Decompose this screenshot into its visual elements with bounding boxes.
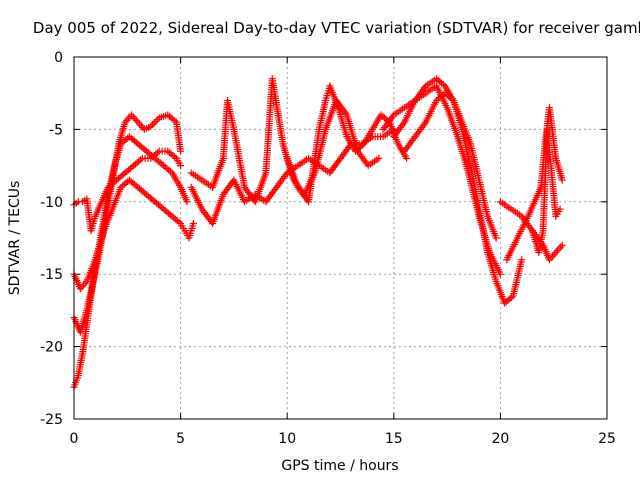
data-point — [492, 234, 500, 242]
x-tick-label: 5 — [176, 431, 185, 447]
y-tick-label: -10 — [40, 195, 63, 211]
data-point — [518, 256, 526, 264]
series-track-i — [379, 82, 504, 278]
chart-title: Day 005 of 2022, Sidereal Day-to-day VTE… — [33, 19, 640, 37]
data-point — [496, 270, 504, 278]
x-tick-label: 0 — [70, 431, 79, 447]
data-point — [166, 167, 174, 175]
data-point — [507, 293, 515, 301]
data-point — [175, 218, 183, 226]
data-point — [439, 81, 447, 89]
data-point — [558, 241, 566, 249]
data-point — [171, 117, 179, 125]
data-point — [171, 153, 179, 161]
plot-frame — [73, 56, 608, 420]
data-point — [448, 95, 456, 103]
data-point — [375, 154, 383, 162]
data-point — [189, 220, 197, 228]
tick-labels: 0 5 10 15 20 25 0 -5 -10 -15 -20 -25 — [40, 50, 616, 447]
data-point — [558, 176, 566, 184]
data-series — [70, 75, 566, 391]
x-tick-label: 25 — [598, 431, 616, 447]
series-track-j — [400, 89, 500, 242]
series-track-c — [70, 176, 197, 293]
y-tick-label: -20 — [40, 340, 63, 356]
data-point — [556, 205, 564, 213]
series-track-d — [70, 147, 185, 235]
data-point — [177, 162, 185, 170]
x-tick-label: 15 — [385, 431, 403, 447]
series-track-g — [283, 82, 411, 206]
data-point — [183, 198, 191, 206]
x-tick-label: 20 — [491, 431, 509, 447]
series-track-f — [187, 75, 383, 206]
y-axis-label: SDTVAR / TECUs — [7, 181, 23, 296]
data-point — [358, 141, 366, 149]
x-tick-label: 10 — [278, 431, 296, 447]
y-tick-label: -5 — [49, 122, 63, 138]
data-point — [177, 147, 185, 155]
x-axis-label: GPS time / hours — [281, 458, 398, 474]
data-point — [154, 149, 162, 157]
data-point — [403, 154, 411, 162]
data-point — [137, 156, 145, 164]
y-tick-label: 0 — [54, 50, 63, 66]
y-tick-label: -25 — [40, 412, 63, 428]
series-track-m — [528, 125, 564, 256]
y-tick-label: -15 — [40, 267, 63, 283]
